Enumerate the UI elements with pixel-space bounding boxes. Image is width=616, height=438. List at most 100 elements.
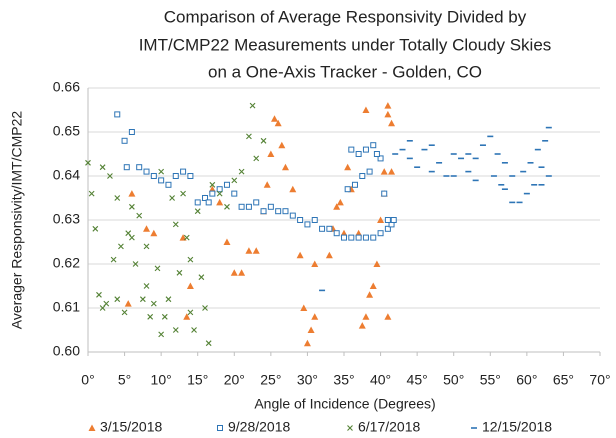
marker-x [172, 327, 179, 333]
marker-triangle [303, 339, 311, 347]
marker-square [381, 190, 388, 197]
marker-x [191, 327, 197, 333]
marker-square [370, 234, 377, 241]
marker-square [377, 230, 384, 237]
chart-title: Comparison of Average Responsivity Divid… [164, 7, 527, 26]
marker-x [132, 261, 139, 267]
marker-square [390, 217, 397, 223]
marker-x [347, 425, 353, 431]
marker-x [121, 309, 128, 316]
marker-triangle [377, 216, 385, 223]
marker-x [143, 283, 150, 289]
marker-triangle [340, 229, 348, 237]
marker-triangle [311, 313, 319, 320]
marker-square [238, 203, 245, 210]
marker-triangle [179, 234, 187, 241]
marker-x [143, 243, 150, 250]
marker-square [319, 225, 326, 232]
marker-triangle [238, 269, 246, 276]
marker-square [172, 173, 179, 179]
marker-x [99, 164, 106, 171]
marker-x [169, 195, 176, 201]
marker-x [216, 190, 223, 197]
marker-triangle [230, 269, 238, 276]
x-tick-label: 0° [81, 372, 94, 388]
y-tick-label: 0.64 [53, 167, 80, 183]
marker-x [187, 256, 194, 263]
marker-triangle [366, 291, 374, 298]
marker-triangle [362, 313, 370, 320]
marker-triangle [278, 141, 286, 149]
marker-triangle [183, 313, 191, 320]
marker-x [172, 221, 179, 228]
marker-square [253, 199, 260, 206]
marker-square [150, 173, 157, 179]
marker-triangle [267, 150, 275, 157]
marker-x [249, 102, 256, 109]
marker-x [150, 300, 157, 307]
x-tick-label: 65° [553, 372, 574, 388]
y-tick-label: 0.65 [53, 123, 80, 139]
marker-square [351, 181, 358, 188]
marker-square [384, 217, 391, 223]
x-tick-label: 20° [224, 372, 245, 388]
marker-triangle [336, 198, 344, 206]
x-tick-label: 50° [443, 372, 464, 388]
marker-square [304, 221, 311, 228]
marker-x [180, 190, 186, 197]
marker-square [341, 234, 347, 241]
legend-label: 9/28/2018 [228, 419, 290, 435]
marker-x [246, 133, 252, 140]
y-tick-label: 0.62 [53, 255, 80, 271]
x-tick-label: 40° [370, 372, 391, 388]
marker-triangle [150, 229, 158, 237]
legend-label: 12/15/2018 [482, 419, 552, 435]
marker-square [348, 146, 355, 153]
marker-square [282, 208, 289, 215]
legend-label: 3/15/2018 [100, 419, 162, 435]
marker-triangle [223, 238, 231, 245]
marker-triangle [388, 168, 396, 175]
marker-square [311, 217, 318, 223]
marker-square [123, 164, 130, 171]
marker-square [121, 137, 128, 144]
marker-square [180, 168, 187, 175]
marker-triangle [369, 282, 377, 289]
marker-square [245, 203, 252, 210]
marker-square [359, 173, 366, 179]
marker-square [373, 151, 380, 157]
legend-label: 6/17/2018 [358, 419, 420, 435]
marker-x [158, 331, 165, 338]
marker-x [85, 159, 91, 166]
marker-square [366, 168, 373, 175]
marker-x [224, 203, 230, 210]
marker-triangle [274, 119, 282, 127]
marker-square [297, 217, 304, 223]
x-tick-label: 35° [333, 372, 354, 388]
marker-triangle [384, 110, 392, 118]
marker-triangle [289, 185, 297, 193]
marker-square [217, 425, 223, 431]
marker-x [147, 313, 154, 320]
marker-x [110, 256, 117, 263]
marker-x [107, 173, 113, 179]
marker-x [128, 203, 135, 210]
marker-triangle [388, 119, 396, 127]
marker-square [267, 203, 274, 210]
marker-x [114, 296, 121, 303]
marker-x [231, 177, 238, 184]
marker-x [176, 269, 183, 276]
marker-x [161, 313, 168, 320]
marker-square [187, 173, 194, 179]
marker-square [114, 111, 121, 118]
y-tick-label: 0.66 [53, 79, 80, 95]
marker-square [275, 208, 282, 215]
marker-triangle [333, 203, 341, 210]
marker-square [362, 146, 369, 153]
marker-x [114, 195, 121, 201]
marker-triangle [271, 115, 279, 122]
marker-triangle [263, 181, 271, 188]
marker-x [205, 340, 212, 347]
